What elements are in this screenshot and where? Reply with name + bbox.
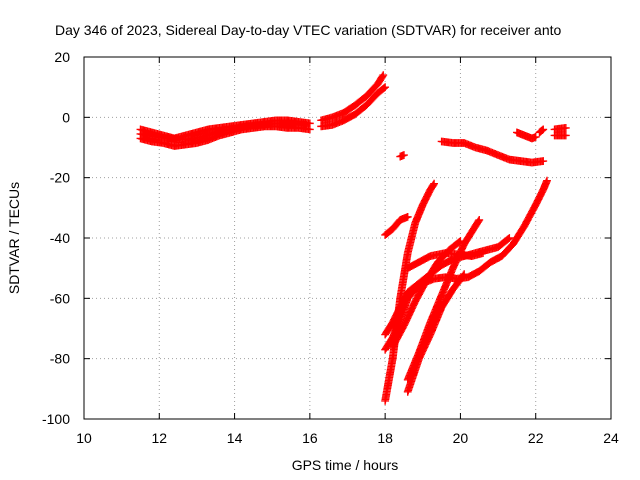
data-point: [302, 120, 310, 129]
series-3: [317, 83, 390, 131]
chart-title: Day 346 of 2023, Sidereal Day-to-day VTE…: [55, 22, 562, 38]
series-8: [535, 125, 548, 137]
x-tick-label: 16: [302, 430, 318, 446]
data-point: [430, 179, 438, 188]
data-point: [380, 84, 388, 92]
data-point: [429, 181, 438, 189]
axis-ticks: [83, 56, 612, 420]
data-point: [378, 72, 387, 81]
y-tick-label: -40: [50, 230, 70, 246]
data-point: [455, 238, 464, 246]
series-7: [512, 128, 540, 143]
y-tick-labels: -100 -80 -60 -40 -20 0 20: [42, 49, 70, 427]
data-point: [456, 237, 465, 245]
x-tick-labels: 10 12 14 16 18 20 22 24: [76, 430, 619, 446]
data-point: [475, 216, 484, 224]
series-6: [437, 137, 548, 167]
y-axis-label: SDTVAR / TECUs: [6, 182, 22, 294]
data-point: [379, 71, 388, 79]
y-tick-label: -80: [50, 351, 70, 367]
data-point: [561, 131, 570, 140]
series-12: [381, 179, 438, 405]
data-point: [505, 234, 514, 242]
x-axis-label: GPS time / hours: [292, 457, 399, 473]
data-point: [504, 235, 513, 243]
x-tick-label: 18: [377, 430, 393, 446]
data-points: [136, 71, 570, 405]
x-tick-label: 14: [227, 430, 243, 446]
y-tick-label: 0: [62, 109, 70, 125]
data-point: [305, 125, 314, 134]
series-4: [317, 71, 388, 125]
data-point: [459, 271, 468, 280]
series-10: [550, 123, 570, 134]
data-point: [561, 123, 570, 132]
y-tick-label: -20: [50, 170, 70, 186]
x-tick-label: 22: [528, 430, 544, 446]
x-tick-label: 12: [151, 430, 167, 446]
data-point: [381, 83, 390, 92]
data-point: [400, 151, 408, 159]
y-tick-label: -60: [50, 290, 70, 306]
data-point: [479, 249, 487, 257]
series-18: [388, 237, 465, 351]
x-tick-label: 10: [76, 430, 92, 446]
data-point: [531, 133, 540, 141]
data-point: [539, 125, 548, 134]
series-11: [381, 212, 412, 239]
data-point: [460, 270, 469, 279]
data-point: [474, 217, 483, 226]
y-tick-label: 20: [54, 49, 70, 65]
data-point: [403, 212, 412, 221]
series-2: [136, 119, 310, 144]
series-5: [396, 151, 408, 161]
x-tick-label: 24: [603, 430, 619, 446]
series-17: [403, 216, 484, 384]
data-point: [543, 176, 551, 185]
series-9: [550, 131, 570, 140]
y-tick-label: -100: [42, 411, 70, 427]
data-point: [539, 157, 548, 165]
data-point: [538, 126, 547, 135]
x-tick-label: 20: [453, 430, 469, 446]
